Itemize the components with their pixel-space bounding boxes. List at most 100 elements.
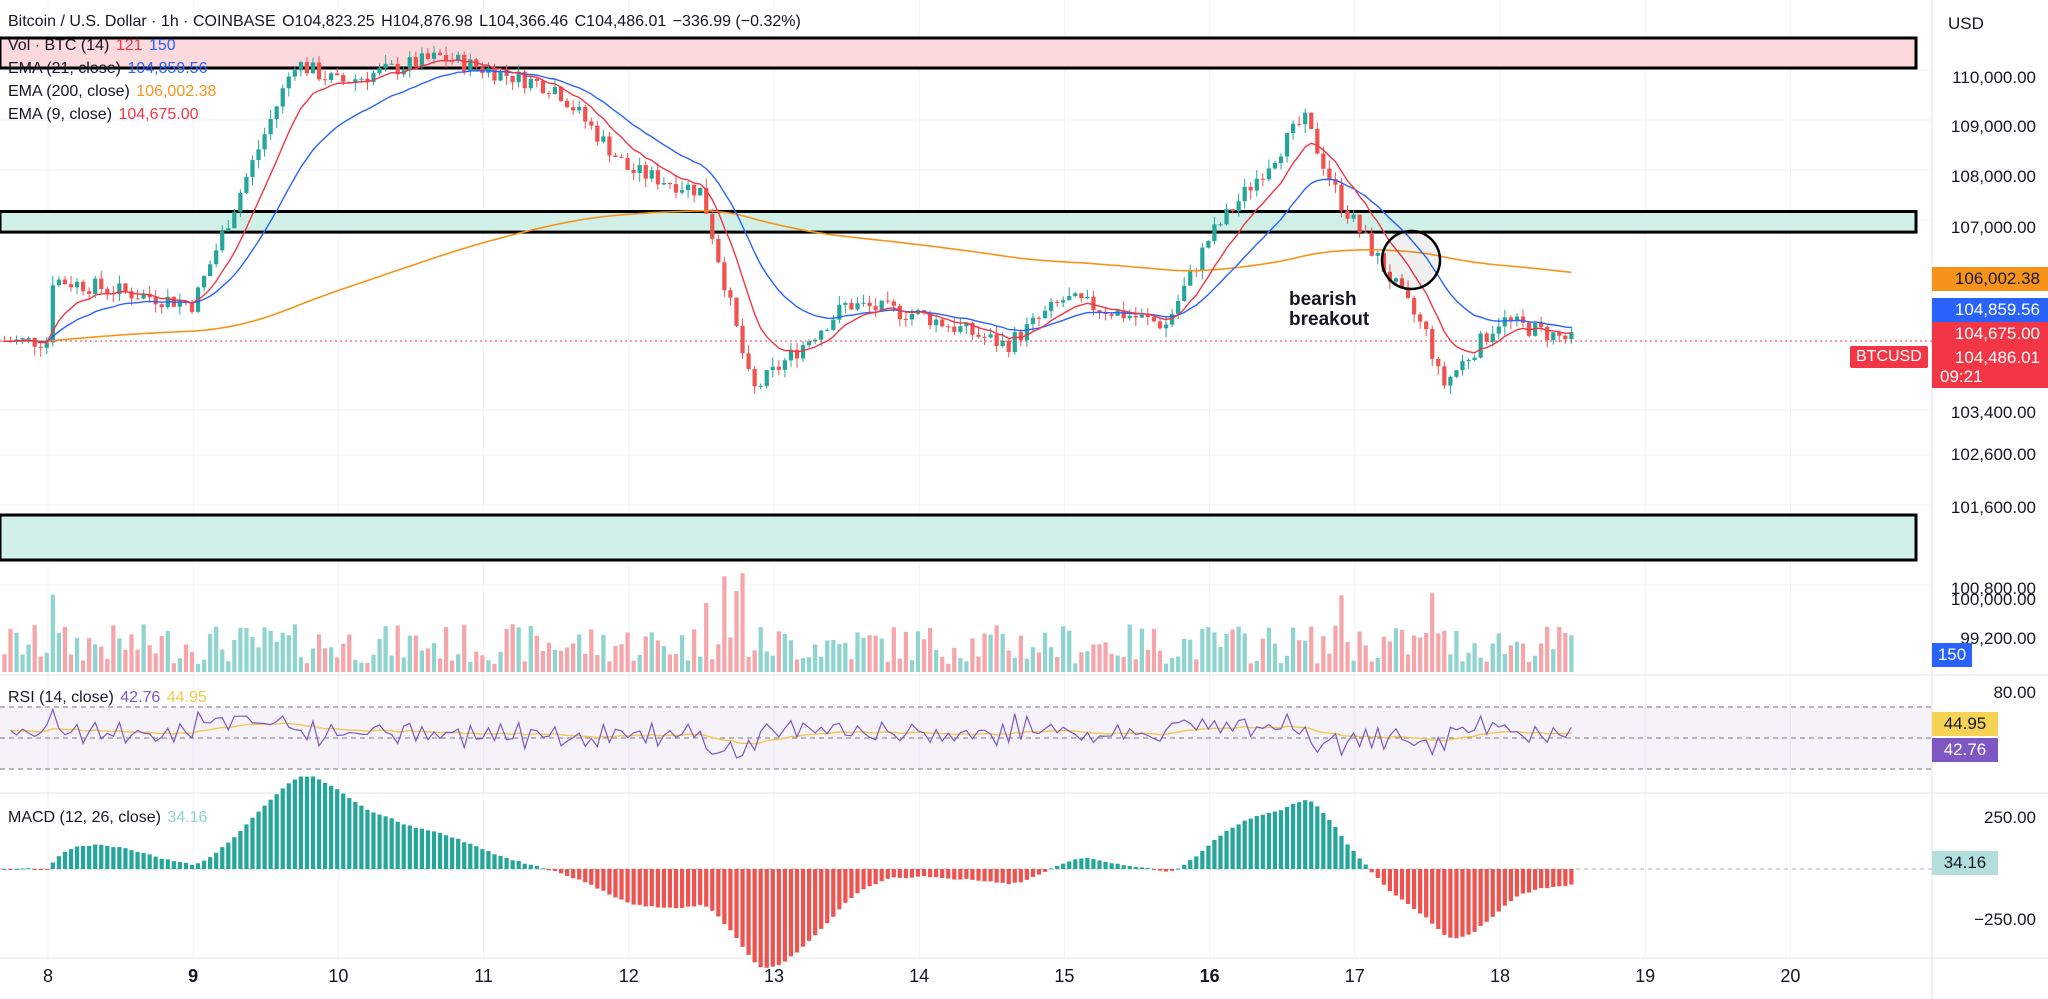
candle-body — [1188, 270, 1193, 286]
price-axis-label: 107,000.00 — [1950, 218, 2036, 237]
volume-bar — [1012, 657, 1017, 672]
candle-body — [135, 298, 140, 300]
candle-body — [389, 63, 394, 65]
candle-body — [1000, 340, 1005, 347]
macd-histogram-bar — [280, 788, 285, 869]
candle-body — [274, 106, 279, 119]
candle-body — [304, 62, 310, 74]
volume-bar — [208, 633, 213, 672]
volume-bar — [540, 650, 546, 672]
macd-legend[interactable]: MACD (12, 26, close) 34.16 — [8, 808, 209, 828]
macd-histogram-bar — [940, 869, 945, 879]
candle-body — [1097, 310, 1102, 312]
candle-body — [99, 278, 104, 289]
macd-histogram-bar — [1466, 869, 1471, 935]
candle-body — [105, 288, 110, 294]
macd-histogram-bar — [1387, 869, 1393, 892]
macd-histogram-bar — [141, 853, 146, 869]
volume-bar — [673, 654, 679, 672]
candle-body — [764, 370, 769, 386]
candle-body — [159, 304, 164, 308]
candle-body — [1024, 324, 1030, 341]
volume-bar — [1048, 647, 1054, 672]
price-axis-label: 99,200.00 — [1960, 629, 2036, 648]
time-axis-label: 8 — [42, 966, 54, 986]
breakout-circle — [1380, 229, 1442, 291]
macd-histogram-bar — [921, 869, 927, 877]
candle-body — [940, 319, 945, 327]
volume-bar — [1042, 632, 1048, 672]
currency-label[interactable]: USD — [1948, 14, 1984, 33]
macd-histogram-bar — [1278, 810, 1284, 869]
macd-histogram-bar — [250, 817, 255, 869]
volume-bar — [1169, 658, 1175, 672]
candle-body — [1266, 168, 1272, 180]
macd-histogram-bar — [776, 869, 781, 966]
macd-histogram-bar — [1321, 812, 1326, 869]
macd-histogram-bar — [698, 869, 703, 905]
indicator-ema9[interactable]: EMA (9, close) 104,675.00 — [8, 105, 201, 125]
macd-histogram-bar — [401, 824, 406, 869]
volume-bar — [710, 659, 715, 672]
volume-bar — [1182, 638, 1187, 672]
candle-body — [1387, 271, 1393, 282]
volume-bar — [1121, 656, 1126, 672]
volume-bar — [383, 626, 388, 672]
zone-support — [0, 513, 1918, 562]
macd-histogram-bar — [1218, 835, 1223, 869]
time-axis-label: 12 — [618, 966, 639, 986]
candle-body — [1351, 214, 1356, 219]
volume-bar — [177, 658, 183, 672]
indicator-ema21[interactable]: EMA (21, close) 104,859.56 — [8, 59, 209, 79]
volume-bar — [558, 650, 564, 672]
candle-body — [226, 228, 231, 232]
candle-body — [1393, 278, 1399, 282]
candle-body — [770, 366, 775, 371]
macd-histogram-bar — [1194, 856, 1199, 869]
volume-bar — [389, 655, 394, 672]
rsi-legend[interactable]: RSI (14, close) 42.76 44.95 — [8, 688, 209, 708]
volume-bar — [1218, 646, 1223, 672]
candle-body — [443, 55, 449, 61]
indicator-ema200[interactable]: EMA (200, close) 106,002.38 — [8, 82, 218, 102]
volume-bar — [631, 660, 636, 672]
candle-body — [746, 353, 751, 369]
candle-body — [1442, 366, 1447, 386]
volume-bar — [214, 626, 219, 672]
candle-body — [1460, 361, 1465, 371]
macd-histogram-bar — [734, 869, 739, 939]
macd-histogram-bar — [710, 869, 715, 911]
macd-histogram-bar — [1242, 820, 1247, 869]
macd-histogram-bar — [462, 842, 467, 869]
volume-bar — [87, 638, 92, 672]
volume-bar — [534, 635, 539, 672]
candle-body — [1424, 321, 1429, 330]
candle-body — [208, 264, 213, 277]
volume-bar — [897, 658, 902, 672]
volume-bar — [1036, 652, 1042, 672]
volume-bar — [1357, 631, 1362, 672]
volume-bar — [861, 637, 866, 672]
macd-histogram-bar — [1055, 865, 1060, 869]
volume-bar — [921, 639, 927, 672]
volume-bar — [413, 635, 418, 672]
volume-bar — [280, 632, 285, 672]
macd-histogram-bar — [268, 799, 273, 869]
macd-histogram-bar — [171, 861, 176, 869]
candle-body — [1532, 323, 1538, 336]
volume-bar — [1333, 625, 1338, 672]
volume-bar — [1369, 661, 1374, 672]
macd-histogram-bar — [595, 869, 600, 889]
candle-body — [1466, 360, 1471, 362]
candle-body — [897, 305, 902, 320]
volume-bar — [1085, 651, 1090, 672]
candle-body — [1357, 214, 1362, 233]
macd-histogram-bar — [1115, 863, 1120, 869]
macd-histogram-bar — [806, 869, 812, 941]
macd-histogram-bar — [1502, 869, 1507, 906]
candle-body — [934, 319, 939, 326]
volume-bar — [1151, 629, 1157, 672]
macd-histogram-bar — [1284, 806, 1290, 869]
indicator-vol[interactable]: Vol · BTC (14) 121 150 — [8, 36, 178, 56]
